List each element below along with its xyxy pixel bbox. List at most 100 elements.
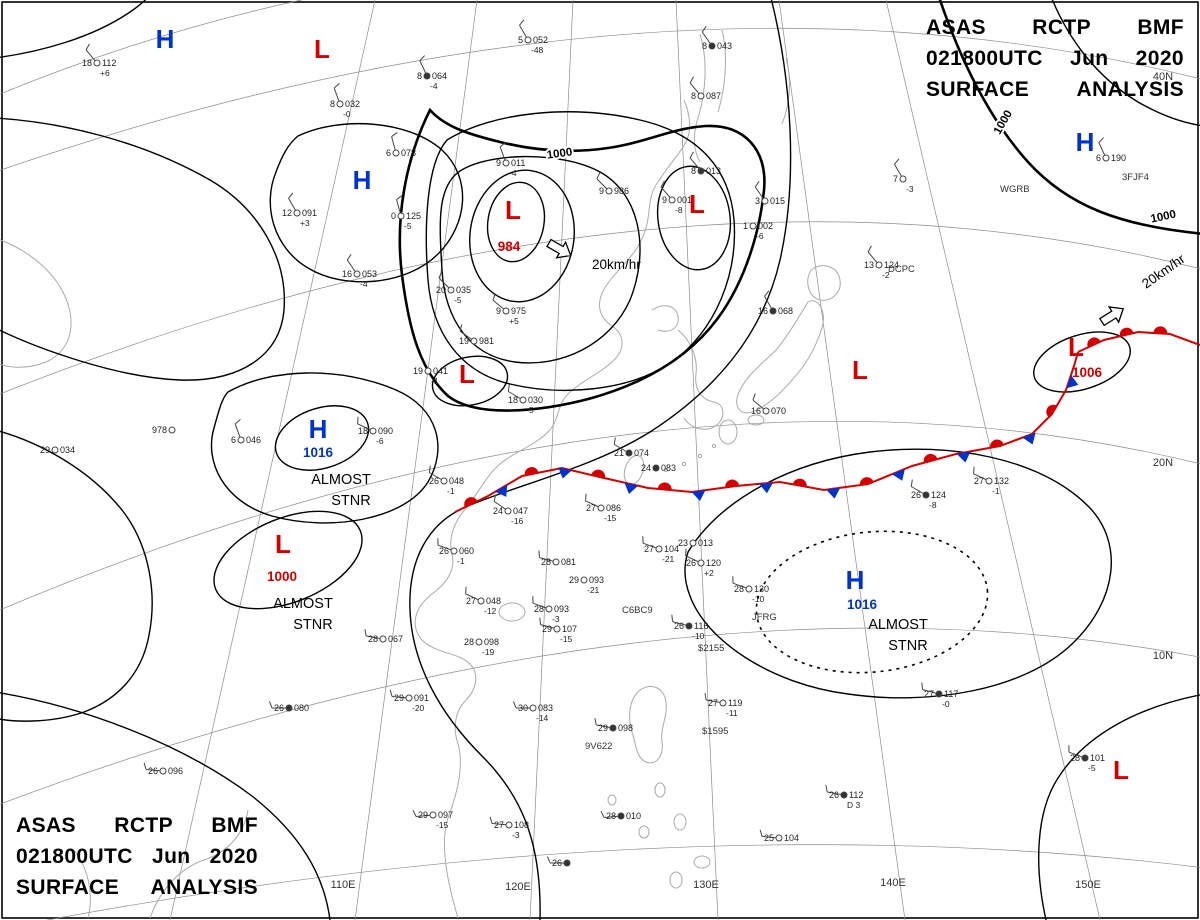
wind-barb-tick (428, 465, 431, 473)
graticule-line (675, 0, 719, 920)
station-circle (899, 175, 907, 183)
station-plot: 6 046 (231, 419, 261, 445)
title-block-top-right: ASAS RCTP BMF 021800UTC Jun 2020 SURFACE… (926, 16, 1184, 109)
station-pressure: 070 (771, 406, 786, 416)
title-line-1: ASAS RCTP BMF (926, 16, 1184, 40)
station-id: 9V622 (585, 741, 612, 752)
pressure-center-high: H (353, 165, 372, 195)
station-temp: 3 (755, 196, 760, 206)
title-token: ASAS (926, 16, 986, 39)
station-circle (470, 337, 478, 345)
station-circle (1081, 754, 1089, 762)
graticule-line (529, 0, 574, 920)
station-tendency: -15 (436, 820, 449, 830)
isobar-1000-thick (938, 0, 1200, 235)
station-circle (440, 477, 448, 485)
station-plot: 29 097-15 (412, 809, 453, 830)
station-tendency: -3 (906, 184, 914, 194)
station-plot: 26 080 (268, 701, 309, 713)
coastline-luzon (629, 686, 667, 764)
wind-barb-tick (671, 614, 674, 622)
title-token: 2020 (209, 845, 258, 868)
station-pressure: 081 (561, 557, 576, 567)
graticule-line (354, 0, 478, 920)
station-pressure: 093 (589, 575, 604, 585)
wind-barb-tick (704, 693, 707, 701)
station-plot: 8 013 (689, 151, 721, 176)
station-temp: 26 (686, 558, 696, 568)
title-token: SURFACE (16, 876, 120, 899)
station-temp: 27 (924, 689, 934, 699)
station-temp: 29 (40, 445, 50, 455)
coastline-sw (73, 849, 91, 919)
station-circle (519, 396, 527, 404)
wind-barb-tick (764, 290, 770, 297)
pressure-center-letter: L (852, 355, 868, 385)
station-temp: 1 (743, 221, 748, 231)
warm-front-symbol (524, 467, 539, 476)
coastline-west (0, 239, 72, 368)
station-plot: 9 975+5 (492, 293, 526, 326)
almost-stnr-label: ALMOST (311, 472, 371, 488)
station-tendency: -0 (942, 699, 950, 709)
station-temp: 26 (911, 490, 921, 500)
station-pressure: 981 (479, 336, 494, 346)
pressure-center-letter: H (156, 24, 175, 54)
title-token: RCTP (114, 814, 174, 837)
title-token: ANALYSIS (150, 876, 258, 899)
station-temp: 9 (599, 186, 604, 196)
warm-front-line (1077, 330, 1200, 353)
isobar-path (274, 405, 370, 471)
station-temp: 28 (606, 811, 616, 821)
isobar-path (0, 692, 331, 920)
coastline-sakhalin (717, 29, 726, 113)
pressure-center-low: L (314, 34, 330, 64)
isobar-path (1038, 694, 1200, 920)
wind-barb-tick (867, 245, 872, 253)
warm-front-symbol (923, 453, 938, 463)
wind-barb-tick (268, 701, 273, 709)
pressure-center-high: H (156, 24, 175, 54)
coastline-ryukyu (711, 443, 717, 449)
station-circle (761, 197, 769, 205)
station-tendency: -21 (587, 585, 600, 595)
station-tendency: -48 (531, 45, 544, 55)
wind-barb-tick (85, 43, 90, 51)
station-pressure: 117 (944, 689, 958, 699)
wind-barb-tick (921, 682, 924, 690)
station-circle (502, 307, 510, 315)
station-circle (392, 149, 400, 157)
station-plot: 6 078 (386, 132, 416, 158)
station-pressure: 975 (511, 306, 526, 316)
station-temp: 18 (358, 426, 368, 436)
station-temp: 8 (702, 41, 707, 51)
wind-barb-tick (596, 172, 601, 180)
station-temp: 23 (678, 538, 688, 548)
isobar-label: 1000 (992, 108, 1015, 136)
station-plot: 0 125-5 (391, 195, 421, 231)
station-pressure: 078 (401, 148, 416, 158)
station-tendency: -3 (512, 830, 520, 840)
station-pressure: 083 (661, 463, 676, 473)
title-token: BMF (211, 814, 258, 837)
coastline-ne-asia (657, 99, 691, 183)
isobar-path (0, 430, 153, 722)
station-temp: 19 (459, 336, 469, 346)
isobar-path (0, 0, 147, 58)
station-pressure: 011 (511, 158, 525, 168)
station-circle (652, 464, 660, 472)
station-tendency: -5 (454, 295, 462, 305)
coastline-hainan (498, 602, 526, 622)
title-token: 021800UTC (926, 47, 1043, 70)
station-plot: 18 030-5 (507, 384, 543, 415)
station-plot: 9 986 (596, 172, 629, 196)
station-plot: 25 104 (759, 829, 799, 843)
station-plot: 1 002-6 (743, 221, 773, 241)
station-tendency: -4 (360, 279, 368, 289)
station-pressure: 124 (931, 490, 946, 500)
station-temp: 19 (413, 366, 423, 376)
station-pressure: 119 (728, 698, 742, 708)
pressure-center-low: L (1113, 755, 1129, 785)
